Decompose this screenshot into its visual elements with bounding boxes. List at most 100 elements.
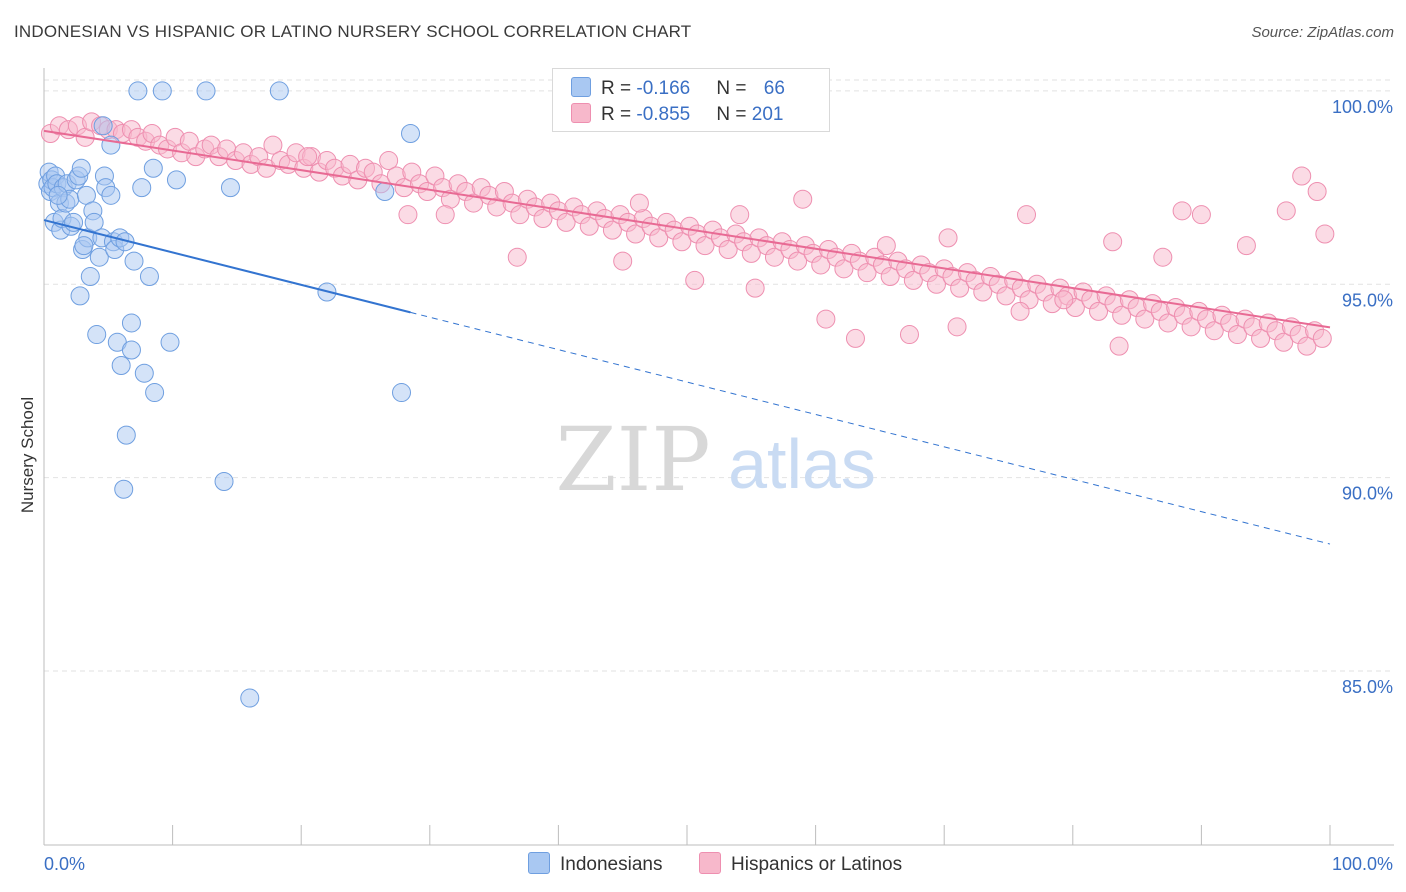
- chart-title: INDONESIAN VS HISPANIC OR LATINO NURSERY…: [14, 22, 692, 41]
- indonesians-point: [392, 383, 412, 403]
- hispanics-point: [1158, 313, 1178, 333]
- hispanics-point: [730, 205, 750, 225]
- indonesians-point: [160, 332, 180, 352]
- axes: [43, 68, 1394, 846]
- hispanics-point: [685, 270, 705, 290]
- hispanics-point: [811, 255, 831, 275]
- indonesians-point: [74, 236, 94, 256]
- stats-row-hispanics: R = -0.855 N = 201: [571, 103, 783, 125]
- indonesians-trend-extension: [410, 311, 1331, 545]
- hispanics-point: [672, 232, 692, 252]
- source-label: Source: ZipAtlas.com: [1251, 24, 1394, 41]
- hispanics-point: [1297, 336, 1317, 356]
- indonesians-point: [166, 170, 186, 190]
- hispanics-point: [1135, 309, 1155, 329]
- hispanics-point: [1236, 236, 1256, 256]
- hispanics-point: [1103, 232, 1123, 252]
- hispanics-point: [507, 247, 527, 267]
- hispanics-point: [649, 228, 669, 248]
- r-value-indonesians: -0.166: [636, 78, 691, 99]
- hispanics-point: [1312, 328, 1332, 348]
- hispanics-point: [1315, 224, 1335, 244]
- hispanics-point: [793, 189, 813, 209]
- hispanics-point: [950, 278, 970, 298]
- hispanics-point: [613, 251, 633, 271]
- indonesians-point: [240, 688, 260, 708]
- indonesians-point: [84, 212, 104, 232]
- hispanics-point: [602, 220, 622, 240]
- hispanics-point: [579, 216, 599, 236]
- hispanics-point: [533, 209, 553, 229]
- hispanics-point: [903, 270, 923, 290]
- indonesians-point: [101, 135, 121, 155]
- indonesians-point: [375, 181, 395, 201]
- hispanics-point: [1191, 205, 1211, 225]
- hispanics-point: [926, 274, 946, 294]
- hispanics-point: [1089, 301, 1109, 321]
- stats-box: R = -0.166 N = 66 R = -0.855 N = 201: [552, 68, 830, 132]
- trend-lines: [43, 129, 1331, 545]
- hispanics-point: [1292, 166, 1312, 186]
- hispanics-point: [788, 251, 808, 271]
- r-value-hispanics: -0.855: [636, 104, 691, 125]
- indonesians-point: [269, 81, 289, 101]
- hispanics-point: [876, 236, 896, 256]
- hispanics-point: [947, 317, 967, 337]
- y-tick-label: 95.0%: [1342, 290, 1393, 310]
- hispanics-point: [857, 263, 877, 283]
- n-label: N =: [716, 78, 752, 99]
- hispanics-trend-line: [43, 129, 1331, 329]
- watermark-atlas: atlas: [728, 425, 876, 503]
- indonesians-trend-line: [43, 219, 411, 314]
- hispanics-point: [718, 239, 738, 259]
- hispanics-point: [695, 236, 715, 256]
- hispanics-point: [435, 205, 455, 225]
- hispanics-point: [1204, 321, 1224, 341]
- hispanics-point: [263, 135, 283, 155]
- indonesians-point: [220, 178, 240, 198]
- indonesians-point: [121, 340, 141, 360]
- hispanics-point: [1112, 305, 1132, 325]
- n-label: N =: [716, 104, 752, 125]
- y-axis-label: Nursery School: [18, 396, 37, 514]
- indonesians-point: [70, 286, 90, 306]
- indonesians-point: [124, 251, 144, 271]
- indonesians-point: [87, 325, 107, 345]
- indonesians-point: [145, 383, 165, 403]
- hispanics-point: [1017, 205, 1037, 225]
- indonesians-point: [401, 123, 421, 143]
- hispanics-point: [1153, 247, 1173, 267]
- indonesians-point: [214, 472, 234, 492]
- hispanics-swatch: [571, 103, 591, 123]
- x-tick-label-max: 100.0%: [1332, 854, 1393, 874]
- hispanics-point: [629, 193, 649, 213]
- indonesians-point: [89, 247, 109, 267]
- indonesians-point: [93, 116, 113, 136]
- legend-hispanics-label: Hispanics or Latinos: [731, 854, 903, 875]
- hispanics-points: [40, 112, 1335, 356]
- hispanics-point: [1274, 332, 1294, 352]
- hispanics-point: [1276, 201, 1296, 221]
- legend-indonesians: Indonesians: [528, 852, 662, 876]
- indonesians-swatch: [571, 77, 591, 97]
- hispanics-point: [1181, 317, 1201, 337]
- r-label: R =: [601, 78, 637, 99]
- indonesians-point: [152, 81, 172, 101]
- hispanics-point: [298, 147, 318, 167]
- indonesians-point: [71, 158, 91, 178]
- hispanics-point: [816, 309, 836, 329]
- indonesians-point: [134, 363, 154, 383]
- indonesians-point: [196, 81, 216, 101]
- hispanics-point: [764, 247, 784, 267]
- indonesians-point: [111, 355, 131, 375]
- n-value-hispanics: 201: [751, 104, 784, 125]
- hispanics-point: [845, 328, 865, 348]
- hispanics-point: [510, 205, 530, 225]
- hispanics-point: [741, 243, 761, 263]
- hispanics-point: [1054, 290, 1074, 310]
- indonesians-point: [143, 158, 163, 178]
- hispanics-point: [745, 278, 765, 298]
- indonesians-point: [116, 425, 136, 445]
- legend-indonesians-swatch: [528, 852, 550, 874]
